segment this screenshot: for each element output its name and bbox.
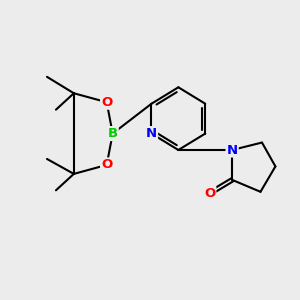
Text: N: N [146,127,157,140]
Text: O: O [204,187,215,200]
Text: O: O [101,96,112,109]
Text: B: B [108,127,118,140]
Text: N: N [226,143,238,157]
Text: O: O [101,158,112,171]
